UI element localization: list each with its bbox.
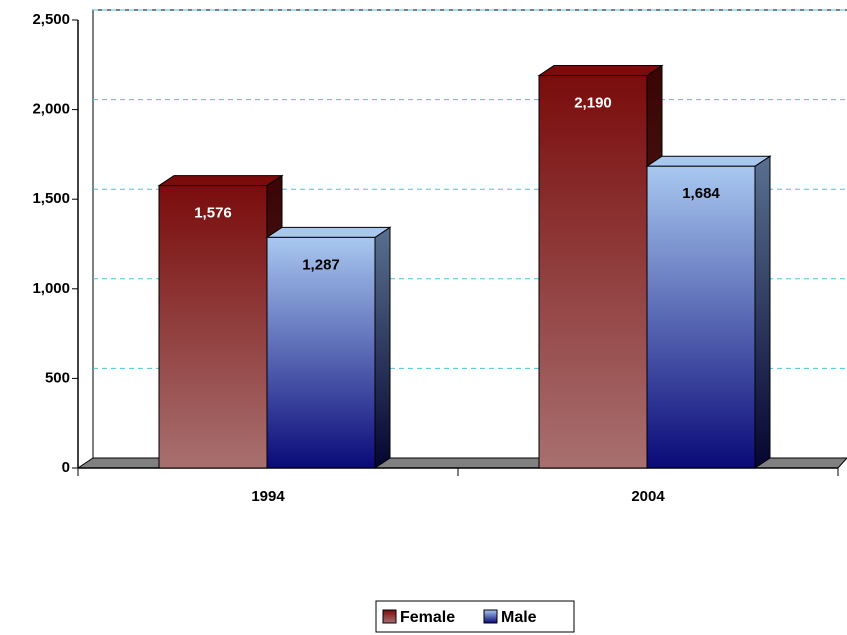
bar-top	[645, 155, 772, 167]
x-tick-label: 2004	[631, 488, 665, 505]
bar-top	[265, 226, 392, 238]
bar	[266, 236, 376, 469]
bar	[538, 75, 648, 469]
bar-top	[157, 175, 284, 187]
bar	[158, 185, 268, 469]
x-tick-label: 1994	[251, 488, 285, 505]
y-tick-label: 2,500	[32, 11, 70, 28]
bars: 1,576 1,287 2,190 1,684	[157, 64, 772, 469]
legend	[375, 600, 575, 633]
y-tick-label: 1,500	[32, 190, 70, 207]
y-tick-label: 1,000	[32, 280, 70, 297]
bar-top	[537, 65, 664, 77]
legend-items: Female Male	[382, 609, 537, 626]
legend-swatch	[382, 609, 397, 624]
value-label: 1,684	[682, 185, 720, 202]
legend-label: Female	[400, 609, 455, 626]
legend-label: Male	[501, 609, 537, 626]
value-label: 1,576	[194, 205, 232, 222]
bar-side	[754, 155, 771, 469]
y-tick-label: 0	[62, 459, 70, 476]
value-label: 2,190	[574, 95, 612, 112]
value-label: 1,287	[302, 256, 340, 273]
y-tick-label: 2,000	[32, 101, 70, 118]
bar-side	[374, 226, 391, 469]
legend-swatch	[483, 609, 498, 624]
y-tick-label: 500	[45, 369, 70, 386]
bar	[646, 165, 756, 469]
